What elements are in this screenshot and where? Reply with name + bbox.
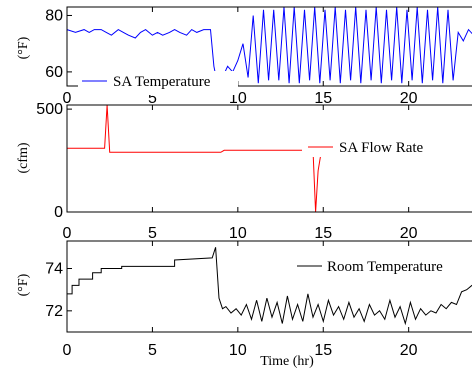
sa-temperature-series-line bbox=[66, 6, 472, 85]
x-axis-title: Time (hr) bbox=[260, 354, 314, 368]
y-axis-label-panel-1: (°F) bbox=[16, 36, 31, 59]
x-tick-label: 15 bbox=[314, 90, 332, 107]
legend-label-sa-temperature: SA Temperature bbox=[113, 74, 211, 90]
panel-3-frame bbox=[66, 240, 472, 333]
x-tick-label: 20 bbox=[400, 225, 418, 242]
panel-sa-flow-rate: 0 5 10 15 20 0 500 (cfm) SA Flow Rate bbox=[16, 101, 472, 242]
panel-room-temperature: 0 5 10 15 20 72 74 (°F) Room Temperature bbox=[16, 240, 472, 359]
y-axis-label-panel-3: (°F) bbox=[16, 273, 31, 296]
y-axis-label-panel-2: (cfm) bbox=[16, 142, 31, 173]
x-tick-label: 20 bbox=[400, 342, 418, 359]
x-tick-label: 10 bbox=[229, 342, 247, 359]
x-tick-label: 15 bbox=[314, 342, 332, 359]
y-tick-label: 500 bbox=[36, 101, 63, 118]
x-tick-label: 5 bbox=[148, 342, 157, 359]
x-tick-label: 5 bbox=[148, 90, 157, 107]
x-tick-label: 5 bbox=[148, 225, 157, 242]
panel-1-frame bbox=[66, 6, 472, 87]
y-tick-label: 80 bbox=[45, 7, 63, 24]
x-tick-label: 0 bbox=[63, 342, 72, 359]
x-tick-label: 10 bbox=[229, 225, 247, 242]
y-tick-label: 60 bbox=[45, 64, 63, 81]
x-tick-label: 0 bbox=[63, 225, 72, 242]
legend-box-sa-flow-rate bbox=[302, 135, 472, 157]
x-tick-label: 0 bbox=[63, 90, 72, 107]
x-tick-label: 15 bbox=[314, 225, 332, 242]
legend-label-sa-flow-rate: SA Flow Rate bbox=[339, 140, 424, 156]
legend-label-room-temperature: Room Temperature bbox=[327, 259, 443, 275]
sa-flow-rate-series-line bbox=[67, 104, 472, 213]
y-tick-label: 74 bbox=[45, 261, 63, 278]
x-tick-label: 20 bbox=[400, 90, 418, 107]
legend-box-room-temperature bbox=[291, 255, 472, 277]
room-temperature-series-line bbox=[67, 247, 472, 326]
y-tick-label: 72 bbox=[45, 303, 63, 320]
panel-2-frame bbox=[66, 104, 472, 213]
legend-box-sa-temperature bbox=[78, 71, 238, 95]
y-tick-label: 0 bbox=[54, 204, 63, 221]
